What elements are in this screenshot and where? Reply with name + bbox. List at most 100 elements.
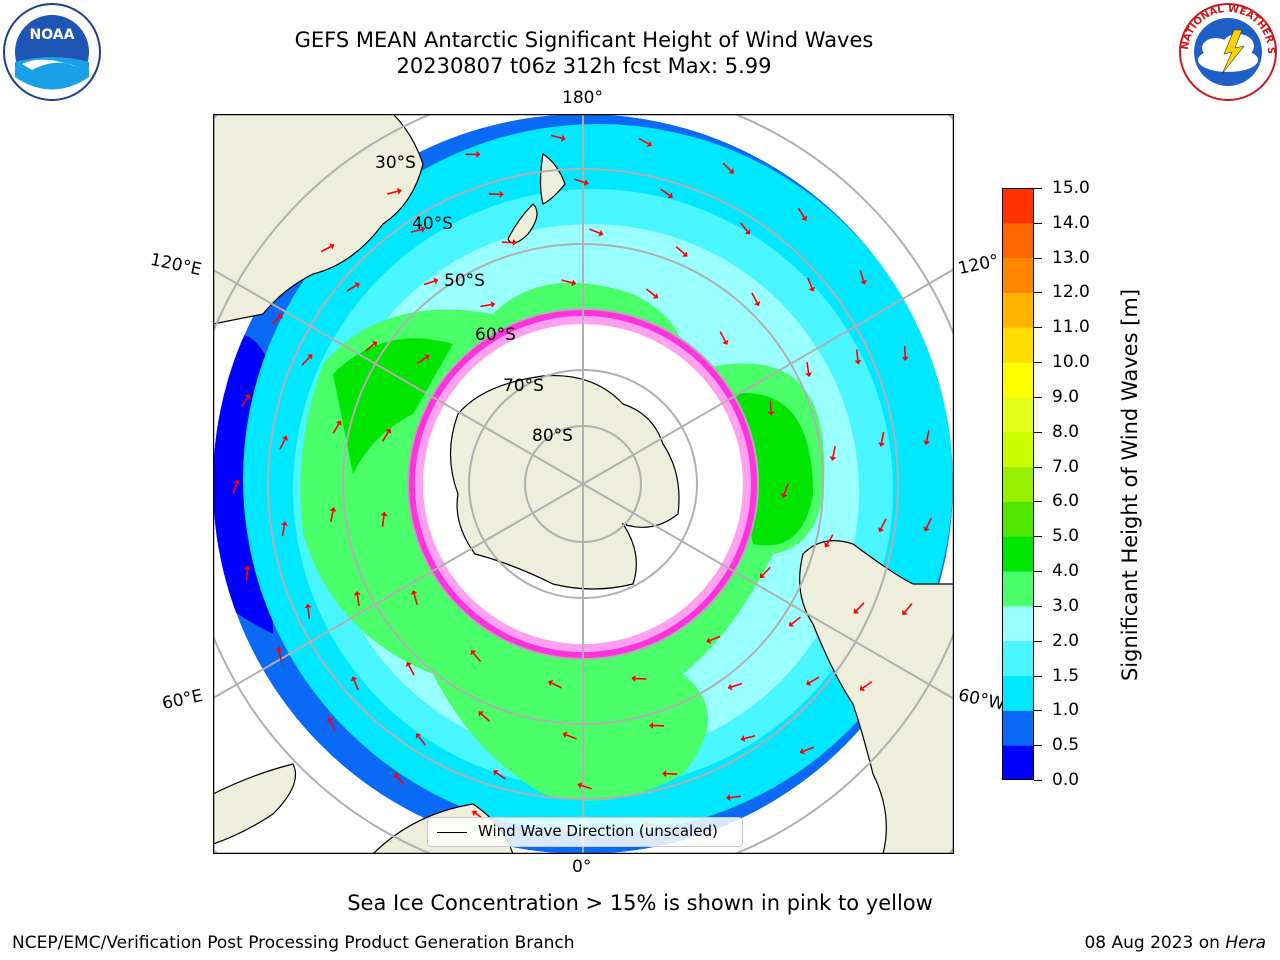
colorbar-tick-label: 11.0 bbox=[1052, 317, 1090, 338]
wave-arrow-head bbox=[728, 168, 734, 174]
colorbar-swatch bbox=[1002, 605, 1034, 642]
wave-arrow-head bbox=[385, 428, 392, 434]
wave-arrow-head bbox=[329, 507, 337, 512]
wave-arrow-shaft bbox=[356, 594, 360, 606]
colorbar-tick-label: 12.0 bbox=[1052, 282, 1090, 303]
wave-arrow-head bbox=[420, 226, 426, 233]
wave-arrow-head bbox=[780, 493, 788, 499]
wave-arrow-shaft bbox=[769, 400, 772, 412]
colorbar-tick-mark bbox=[1034, 396, 1042, 398]
graticule bbox=[213, 114, 954, 854]
colorbar-tick-label: 7.0 bbox=[1052, 456, 1080, 477]
colorbar-swatch bbox=[1002, 501, 1034, 537]
africa-tip bbox=[213, 763, 297, 845]
wave-arrow-shaft bbox=[809, 676, 820, 684]
wave-arrow-head bbox=[829, 456, 837, 461]
colorbar-swatch bbox=[1002, 257, 1034, 293]
colorbar-swatch bbox=[1002, 640, 1034, 677]
lon-label-0: 0° bbox=[572, 857, 592, 877]
wave-arrow-shaft bbox=[589, 228, 601, 234]
wave-arrow-shaft bbox=[413, 593, 418, 605]
wave-arrow-head bbox=[326, 717, 334, 723]
footer-host: Hera bbox=[1225, 933, 1266, 953]
wave-arrow-shaft bbox=[797, 207, 805, 218]
wave-arrow-head bbox=[410, 590, 418, 595]
south-america bbox=[799, 540, 954, 854]
noaa-logo-text: NOAA bbox=[30, 27, 75, 43]
colorbar-tick-mark bbox=[1034, 222, 1042, 224]
wave-arrow-shaft bbox=[278, 650, 282, 662]
wave-arrow-head bbox=[901, 356, 909, 361]
antarctica bbox=[449, 374, 680, 590]
wave-arrow-shaft bbox=[855, 602, 865, 612]
wave-arrow-shaft bbox=[709, 635, 721, 642]
colorbar-swatch bbox=[1002, 571, 1034, 607]
wave-arrow-shaft bbox=[904, 603, 913, 613]
land-masses bbox=[213, 114, 954, 854]
wave-arrow-head bbox=[631, 675, 636, 683]
colorbar-tick-label: 2.0 bbox=[1052, 630, 1080, 651]
colorbar bbox=[1002, 188, 1034, 780]
wave-arrow-head bbox=[853, 608, 859, 614]
wave-arrow-head bbox=[335, 420, 342, 426]
wave-arrow-head bbox=[562, 731, 568, 739]
wave-arrow-head bbox=[583, 179, 589, 186]
colorbar-tick-mark bbox=[1034, 292, 1042, 294]
latitude-labels: 30°S 40°S 50°S 60°S 70°S 80°S bbox=[375, 153, 573, 446]
wave-arrow-head bbox=[799, 747, 805, 755]
wave-arrow-head bbox=[512, 239, 517, 247]
wave-arrow-shaft bbox=[381, 431, 389, 442]
wave-arrow-shaft bbox=[645, 288, 656, 297]
wave-arrow-shaft bbox=[410, 228, 422, 233]
colorbar-swatch bbox=[1002, 466, 1034, 502]
colorbar-tick-label: 4.0 bbox=[1052, 561, 1080, 582]
wave-arrow-head bbox=[433, 277, 439, 285]
wave-arrow-head bbox=[472, 810, 478, 817]
wave-direction-arrows bbox=[232, 134, 933, 835]
wave-arrow-head bbox=[490, 301, 496, 309]
lon-label-60e: 60°E bbox=[160, 685, 205, 715]
colorbar-swatch bbox=[1002, 431, 1034, 468]
wave-arrow-shaft bbox=[307, 607, 311, 619]
lon-label-180: 180° bbox=[562, 88, 603, 108]
wave-arrow-shaft bbox=[580, 784, 592, 790]
wave-arrow-shaft bbox=[806, 362, 810, 374]
wave-arrow-head bbox=[902, 609, 908, 616]
wave-arrow-shaft bbox=[880, 431, 885, 444]
colorbar-tick-label: 6.0 bbox=[1052, 491, 1080, 512]
colorbar-tick-mark bbox=[1034, 362, 1042, 364]
colorbar-tick-label: 8.0 bbox=[1052, 421, 1080, 442]
colorbar-tick-mark bbox=[1034, 640, 1042, 642]
map-title: GEFS MEAN Antarctic Significant Height o… bbox=[294, 28, 874, 52]
wave-arrow-shaft bbox=[832, 445, 836, 458]
wave-arrow-shaft bbox=[807, 277, 813, 289]
colorbar-tick-label: 14.0 bbox=[1052, 212, 1090, 233]
wave-arrow-head bbox=[280, 521, 288, 526]
wave-arrow-shaft bbox=[565, 734, 577, 740]
wave-arrow-head bbox=[476, 150, 481, 158]
wave-arrow-shaft bbox=[245, 569, 249, 581]
wave-arrow-shaft bbox=[638, 137, 649, 145]
wave-arrow-head bbox=[560, 134, 566, 142]
wave-arrow-head bbox=[722, 339, 729, 345]
wave-arrow-shaft bbox=[903, 345, 907, 358]
wave-arrow-shaft bbox=[862, 680, 873, 689]
wave-arrow-head bbox=[860, 279, 867, 285]
wave-arrow-head bbox=[243, 565, 251, 570]
wave-arrow-shaft bbox=[495, 772, 506, 780]
wave-arrow-head bbox=[740, 735, 746, 742]
colorbar-tick-mark bbox=[1034, 571, 1042, 573]
wave-arrow-shaft bbox=[791, 616, 802, 625]
wave-arrow-shaft bbox=[271, 316, 281, 325]
wave-arrow-head bbox=[878, 442, 886, 447]
wave-arrow-shaft bbox=[826, 534, 834, 545]
wave-arrow-shaft bbox=[396, 775, 405, 786]
wave-arrow-head bbox=[808, 286, 816, 292]
wave-arrow-shaft bbox=[719, 331, 727, 342]
wave-arrow-shaft bbox=[386, 190, 399, 195]
wave-arrow-head bbox=[824, 542, 831, 548]
wave-arrow-head bbox=[233, 479, 240, 485]
map-legend: Wind Wave Direction (unscaled) bbox=[427, 817, 743, 847]
wave-arrow-shaft bbox=[417, 736, 427, 746]
wave-arrow-head bbox=[854, 360, 862, 365]
